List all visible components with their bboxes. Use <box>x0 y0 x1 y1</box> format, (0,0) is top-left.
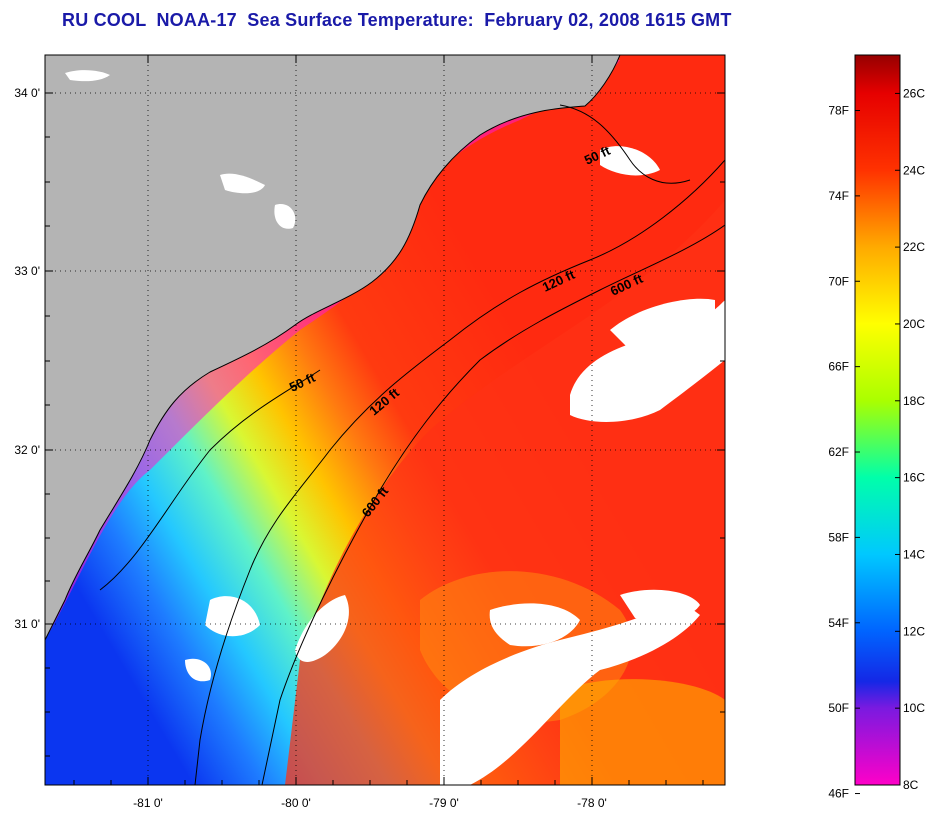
land-mass <box>45 55 621 641</box>
colorbar-celsius-labels: 26C 24C 22C 20C 18C 16C 14C 12C 10C 8C <box>903 86 925 792</box>
latitude-tick-label: 33 0' <box>14 264 40 278</box>
longitude-tick-label: -80 0' <box>281 796 311 810</box>
colorbar-fahrenheit-label: 62F <box>828 445 849 459</box>
colorbar-fahrenheit-label: 78F <box>828 103 849 117</box>
colorbar-celsius-label: 20C <box>903 317 925 331</box>
isobath-50ft <box>99 104 691 591</box>
colorbar-celsius-label: 12C <box>903 624 925 638</box>
colorbar-fahrenheit-label: 50F <box>828 701 849 715</box>
colorbar-celsius-label: 24C <box>903 163 925 177</box>
colorbar-celsius-label: 14C <box>903 547 925 561</box>
map-title: RU COOL NOAA-17 Sea Surface Temperature:… <box>62 10 732 30</box>
colorbar-celsius-label: 18C <box>903 394 925 408</box>
colorbar-fahrenheit-label: 70F <box>828 274 849 288</box>
colorbar-fahrenheit-label: 58F <box>828 530 849 544</box>
longitude-tick-label: -79 0' <box>429 796 459 810</box>
isobath-120ft <box>194 159 725 785</box>
isobath-600ft <box>261 224 725 785</box>
colorbar-fahrenheit-label: 66F <box>828 360 849 374</box>
latitude-tick-label: 31 0' <box>14 617 40 631</box>
graticule <box>45 55 725 785</box>
colorbar-fahrenheit-labels: 78F 74F 70F 66F 62F 58F 54F 50F 46F <box>828 103 849 800</box>
longitude-labels: -81 0' -80 0' -79 0' -78 0' <box>133 796 607 810</box>
southeast-cool-patch <box>560 679 725 785</box>
map-frame <box>44 54 726 786</box>
longitude-tick-label: -78 0' <box>577 796 607 810</box>
colorbar-celsius-label: 16C <box>903 471 925 485</box>
colorbar-fahrenheit-label: 54F <box>828 616 849 630</box>
colorbar-celsius-label: 22C <box>903 240 925 254</box>
colorbar-celsius-label: 10C <box>903 701 925 715</box>
colorbar: 78F 74F 70F 66F 62F 58F 54F 50F 46F 26C 24C 22C 20C… <box>828 54 925 801</box>
cloud-cover <box>65 70 725 785</box>
axis-ticks <box>45 55 725 785</box>
colorbar-scale <box>854 54 901 786</box>
latitude-tick-label: 34 0' <box>14 86 40 100</box>
colorbar-celsius-label: 26C <box>903 86 925 100</box>
map-area <box>45 55 725 785</box>
colorbar-fahrenheit-label: 46F <box>828 787 849 801</box>
colorbar-ticks <box>855 92 900 795</box>
latitude-tick-label: 32 0' <box>14 443 40 457</box>
longitude-tick-label: -81 0' <box>133 796 163 810</box>
colorbar-fahrenheit-label: 74F <box>828 189 849 203</box>
colorbar-celsius-label: 8C <box>903 778 919 792</box>
latitude-labels: 34 0' 33 0' 32 0' 31 0' <box>14 86 40 631</box>
